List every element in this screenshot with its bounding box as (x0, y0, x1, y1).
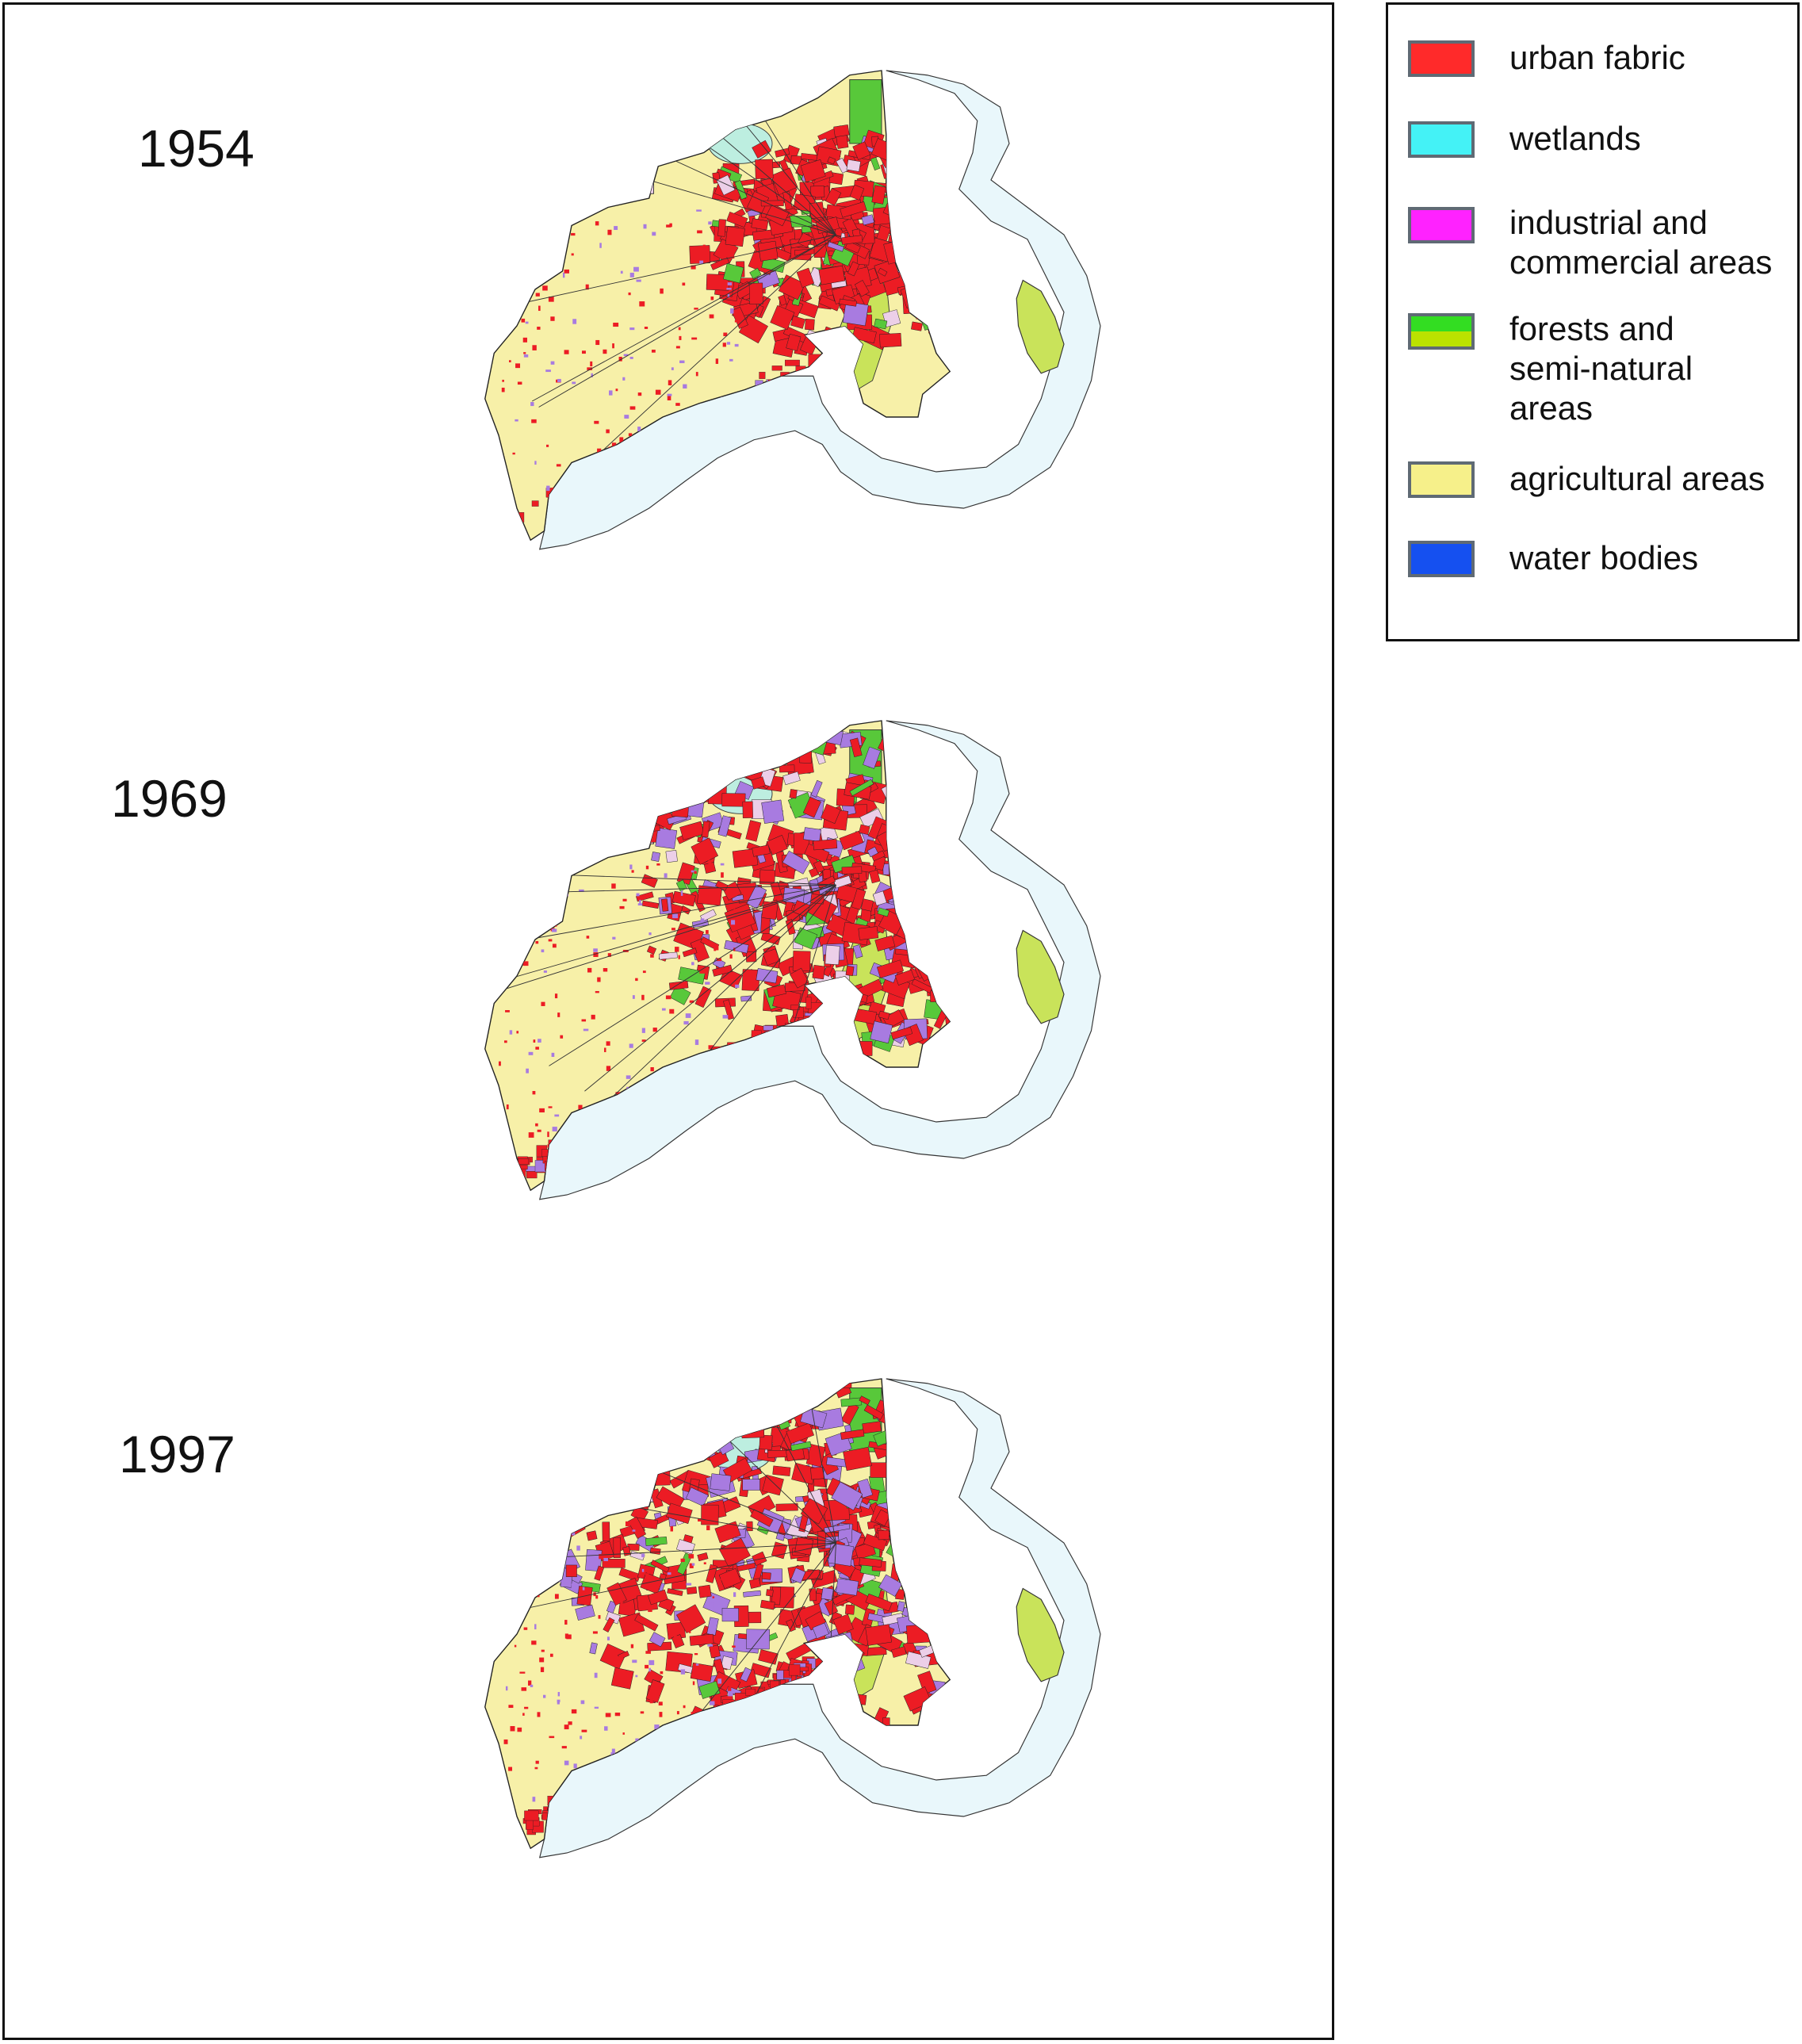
year-label-1969: 1969 (111, 769, 228, 828)
legend-swatch-agricultural (1408, 461, 1475, 498)
land-use-map-1954 (484, 70, 1101, 550)
legend-swatch-urban-fabric (1408, 40, 1475, 77)
legend-label-forests: forests and semi-natural areas (1509, 310, 1693, 427)
land-use-map-1969 (484, 720, 1101, 1200)
map-legend: urban fabric wetlands industrial and com… (1386, 2, 1800, 641)
legend-label-agricultural: agricultural areas (1509, 460, 1766, 497)
maps-frame: 1954 1969 1997 (2, 2, 1334, 2040)
legend-label-industrial: industrial and commercial areas (1509, 204, 1773, 281)
land-use-map-1997 (484, 1378, 1101, 1858)
legend-label-water-bodies: water bodies (1509, 539, 1699, 576)
legend-label-wetlands: wetlands (1509, 120, 1641, 157)
legend-swatch-wetlands (1408, 121, 1475, 158)
legend-swatch-industrial (1408, 207, 1475, 243)
year-label-1997: 1997 (119, 1425, 235, 1483)
legend-swatch-forests (1408, 313, 1475, 350)
legend-swatch-water-bodies (1408, 541, 1475, 577)
legend-label-urban-fabric: urban fabric (1509, 39, 1685, 76)
year-label-1954: 1954 (138, 119, 254, 178)
